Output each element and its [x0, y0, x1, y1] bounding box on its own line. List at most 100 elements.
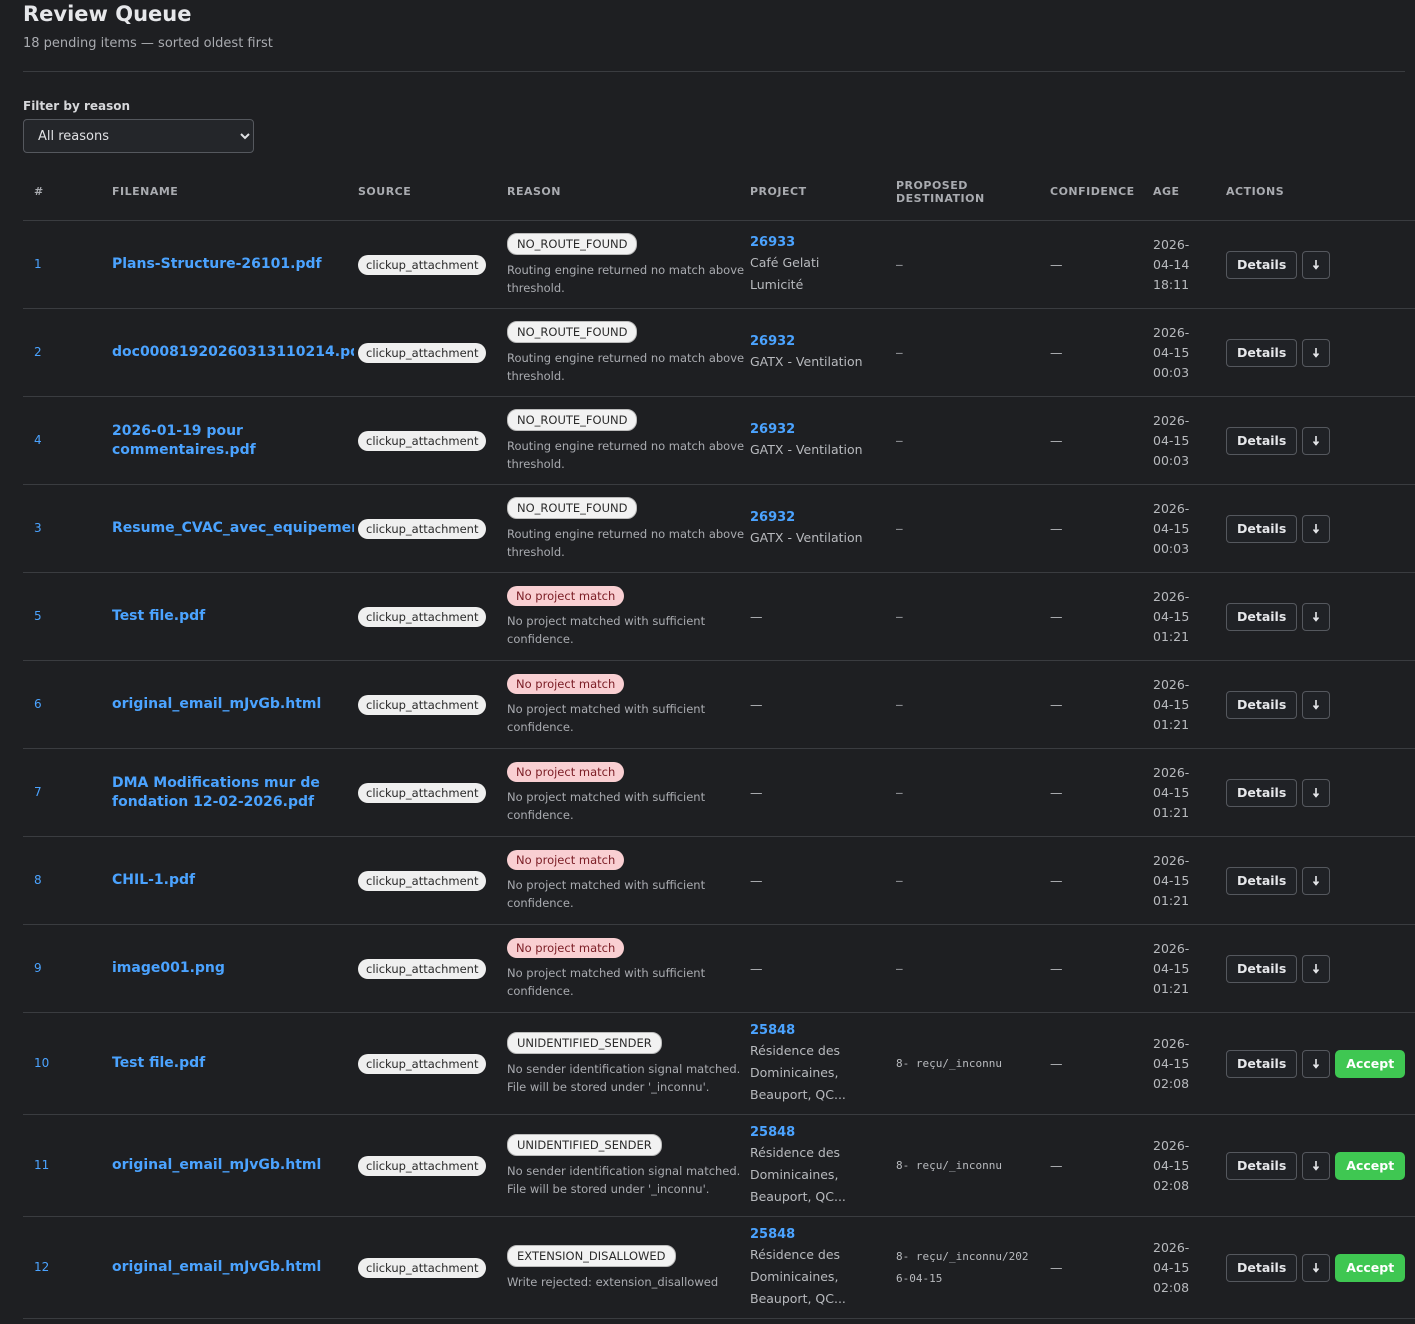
source-pill: clickup_attachment — [358, 606, 487, 627]
accept-button[interactable]: Accept — [1335, 1253, 1406, 1282]
cell-actions: Details Accept — [1226, 1114, 1415, 1217]
filename-link[interactable]: image001.png — [112, 960, 225, 976]
reason-badge: NO_ROUTE_FOUND — [507, 496, 638, 519]
confidence: — — [1050, 696, 1063, 712]
reason-text: No sender identification signal matched.… — [507, 1061, 741, 1094]
project-name: Café Gelati Lumicité — [750, 255, 820, 292]
confidence: — — [1050, 1157, 1063, 1173]
download-button[interactable] — [1302, 602, 1331, 631]
cell-project: 26932 GATX - Ventilation — [750, 308, 896, 397]
details-button[interactable]: Details — [1226, 250, 1298, 279]
queue-row: 9 image001.png clickup_attachment No projec… — [23, 924, 1415, 1013]
filename-link[interactable]: CHIL-1.pdf — [112, 872, 196, 888]
accept-button[interactable]: Accept — [1335, 1049, 1406, 1078]
download-button[interactable] — [1302, 1151, 1331, 1180]
download-icon — [1313, 347, 1320, 358]
details-button[interactable]: Details — [1226, 954, 1298, 983]
project-link[interactable]: 26932 — [750, 422, 796, 437]
reason-badge: No project match — [507, 673, 625, 694]
details-button[interactable]: Details — [1226, 1151, 1298, 1180]
project-link[interactable]: 25848 — [750, 1125, 796, 1140]
age: 2026-04-15 01:21 — [1153, 676, 1190, 732]
filename-link[interactable]: Plans-Structure-26101.pdf — [112, 256, 322, 272]
filename-link[interactable]: doc00081920260313110214.pdf — [112, 344, 354, 360]
download-button[interactable] — [1302, 426, 1331, 455]
details-button[interactable]: Details — [1226, 426, 1298, 455]
details-button[interactable]: Details — [1226, 866, 1298, 895]
cell-project: — — [750, 836, 896, 925]
cell-project: — — [750, 572, 896, 661]
page-title: Review Queue — [23, 2, 192, 26]
cell-destination: — — [896, 836, 1050, 925]
details-button[interactable]: Details — [1226, 1049, 1298, 1078]
filename-link[interactable]: Test file.pdf — [112, 1055, 206, 1071]
download-button[interactable] — [1302, 250, 1331, 279]
cell-filename: Plans-Structure-26101.pdf — [112, 220, 358, 309]
download-button[interactable] — [1302, 778, 1331, 807]
details-button[interactable]: Details — [1226, 514, 1298, 543]
column-header: SOURCE — [358, 173, 507, 221]
cell-actions: Details — [1226, 484, 1415, 573]
cell-confidence: — — [1050, 484, 1153, 573]
destination: — — [896, 433, 903, 447]
download-button[interactable] — [1302, 954, 1331, 983]
project-link[interactable]: 26933 — [750, 235, 796, 250]
filename-link[interactable]: Resume_CVAC_avec_equipements.docx — [112, 520, 354, 536]
details-button[interactable]: Details — [1226, 602, 1298, 631]
source-pill: clickup_attachment — [358, 1053, 487, 1074]
filename-link[interactable]: original_email_mJvGb.html — [112, 1157, 322, 1173]
download-button[interactable] — [1302, 690, 1331, 719]
destination: 8- reçu/_inconnu — [896, 1158, 1002, 1172]
cell-confidence: — — [1050, 660, 1153, 749]
age: 2026-04-15 00:03 — [1153, 412, 1190, 468]
row-id: 9 — [34, 961, 42, 975]
queue-row: 8 CHIL-1.pdf clickup_attachment No project … — [23, 836, 1415, 925]
destination: — — [896, 697, 903, 711]
project-link[interactable]: 25848 — [750, 1023, 796, 1038]
filename-link[interactable]: original_email_mJvGb.html — [112, 696, 322, 712]
reason-text: No sender identification signal matched.… — [507, 1163, 741, 1196]
column-header: FILENAME — [112, 173, 358, 221]
cell-source: clickup_attachment — [358, 748, 507, 837]
source-pill: clickup_attachment — [358, 870, 487, 891]
cell-destination: 8- reçu/_inconnu — [896, 1012, 1050, 1115]
reason-filter[interactable]: All reasons — [23, 119, 254, 153]
cell-actions: Details Accept — [1226, 1216, 1415, 1319]
details-button[interactable]: Details — [1226, 690, 1298, 719]
cell-filename: Resume_CVAC_avec_equipements.docx — [112, 484, 358, 573]
reason-badge: No project match — [507, 585, 625, 606]
download-button[interactable] — [1302, 338, 1331, 367]
cell-destination: — — [896, 660, 1050, 749]
cell-confidence: — — [1050, 836, 1153, 925]
cell-id: 7 — [23, 748, 112, 837]
cell-filename: original_email_mJvGb.html — [112, 1216, 358, 1319]
cell-filename: DMA Modifications mur de fondation 12-02… — [112, 748, 358, 837]
project-link: — — [750, 960, 763, 976]
project-link[interactable]: 25848 — [750, 1227, 796, 1242]
reason-text: Routing engine returned no match above t… — [507, 350, 745, 383]
reason-text: No project matched with sufficient confi… — [507, 789, 706, 822]
cell-project: 26932 GATX - Ventilation — [750, 484, 896, 573]
filename-link[interactable]: Test file.pdf — [112, 608, 206, 624]
cell-age: 2026-04-15 01:21 — [1153, 836, 1226, 925]
confidence: — — [1050, 432, 1063, 448]
filename-link[interactable]: original_email_mJvGb.html — [112, 1259, 322, 1275]
filename-link[interactable]: DMA Modifications mur de fondation 12-02… — [112, 774, 320, 810]
project-link[interactable]: 26932 — [750, 510, 796, 525]
download-button[interactable] — [1302, 514, 1331, 543]
cell-confidence: — — [1050, 1012, 1153, 1115]
details-button[interactable]: Details — [1226, 338, 1298, 367]
project-link[interactable]: 26932 — [750, 334, 796, 349]
cell-id: 10 — [23, 1012, 112, 1115]
cell-reason: NO_ROUTE_FOUND Routing engine returned no… — [507, 396, 750, 485]
details-button[interactable]: Details — [1226, 1253, 1298, 1282]
download-button[interactable] — [1302, 1253, 1331, 1282]
download-button[interactable] — [1302, 866, 1331, 895]
download-icon — [1313, 787, 1320, 798]
download-button[interactable] — [1302, 1049, 1331, 1078]
cell-actions: Details Accept — [1226, 1012, 1415, 1115]
confidence: — — [1050, 960, 1063, 976]
filename-link[interactable]: 2026-01-19 pour commentaires.pdf — [112, 422, 256, 458]
details-button[interactable]: Details — [1226, 778, 1298, 807]
accept-button[interactable]: Accept — [1335, 1151, 1406, 1180]
